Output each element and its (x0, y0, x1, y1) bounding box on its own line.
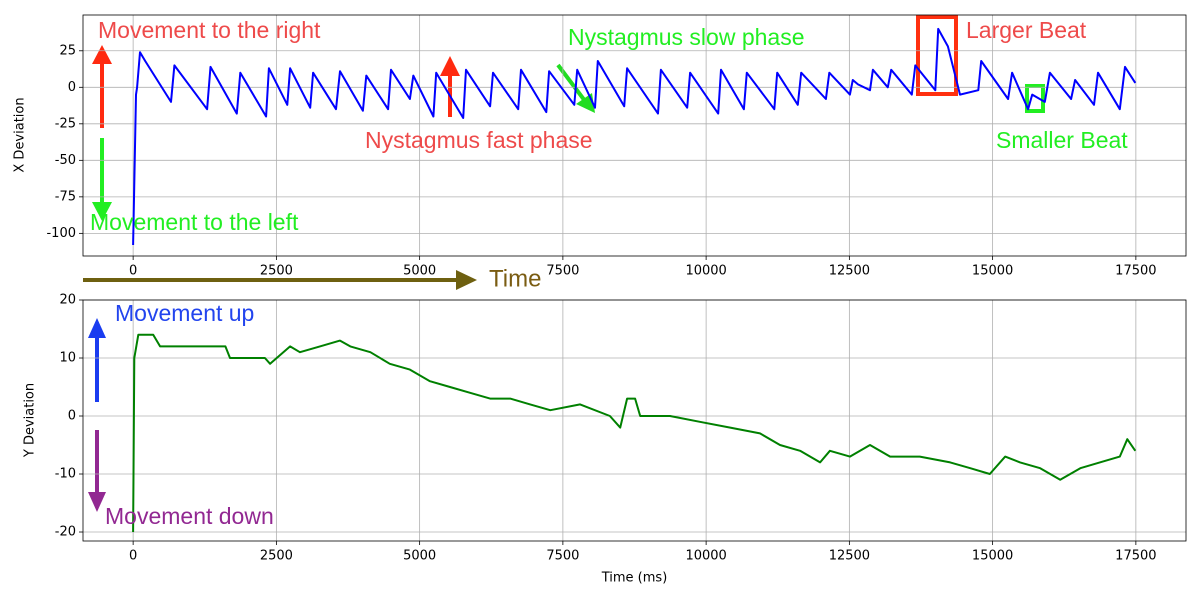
arrow-head (92, 202, 112, 221)
x-tick-label: 10000 (685, 549, 726, 564)
y-tick-label: -10 (55, 467, 76, 482)
annotation: Movement to the right (98, 17, 321, 43)
y-tick-label: -100 (46, 226, 76, 241)
arrow-head (92, 45, 112, 64)
x-tick-label: 0 (129, 264, 137, 279)
annotation: Movement to the left (90, 209, 299, 235)
arrow-head (88, 492, 106, 512)
annotation: Nystagmus slow phase (568, 24, 805, 50)
axes-frame (82, 299, 1187, 542)
y-tick-label: 0 (68, 409, 76, 424)
data-line (132, 27, 1137, 246)
arrow-head (88, 318, 106, 338)
arrow-head (440, 56, 460, 76)
highlight-box (1025, 84, 1045, 113)
x-tick-label: 2500 (260, 549, 293, 564)
x-axis-label: Time (ms) (601, 571, 668, 586)
y-tick-label: 20 (59, 293, 76, 308)
x-tick-label: 15000 (972, 264, 1013, 279)
annotation: Movement up (115, 300, 254, 326)
x-tick-label: 5000 (403, 549, 436, 564)
x-tick-label: 17500 (1115, 264, 1156, 279)
annotation: Larger Beat (966, 17, 1087, 43)
annotation: Nystagmus fast phase (365, 127, 593, 153)
axes-frame (82, 14, 1187, 257)
y-tick-label: 10 (59, 351, 76, 366)
y-tick-label: -75 (55, 189, 76, 204)
x-tick-label: 7500 (546, 264, 579, 279)
x-tick-label: 2500 (260, 264, 293, 279)
x-tick-label: 0 (129, 549, 137, 564)
y-tick-label: -25 (55, 116, 76, 131)
annotation: Time (489, 265, 541, 292)
y-tick-label: -20 (55, 525, 76, 540)
annotation: Movement down (105, 503, 274, 529)
y-tick-label: -50 (55, 153, 76, 168)
x-tick-label: 17500 (1115, 549, 1156, 564)
arrow-head (456, 270, 477, 290)
x-tick-label: 12500 (829, 549, 870, 564)
data-line (132, 333, 1137, 533)
x-tick-label: 5000 (403, 264, 436, 279)
x-tick-label: 10000 (685, 264, 726, 279)
highlight-box (916, 15, 958, 96)
x-tick-label: 12500 (829, 264, 870, 279)
arrow (556, 63, 587, 103)
y-axis-label: Y Deviation (23, 383, 38, 458)
annotation: Smaller Beat (996, 127, 1128, 153)
x-tick-label: 15000 (972, 549, 1013, 564)
y-tick-label: 25 (59, 43, 76, 58)
annotation-shapes (83, 15, 1045, 512)
y-tick-label: 0 (68, 80, 76, 95)
x-tick-label: 7500 (546, 549, 579, 564)
y-axis-label: X Deviation (13, 97, 28, 172)
